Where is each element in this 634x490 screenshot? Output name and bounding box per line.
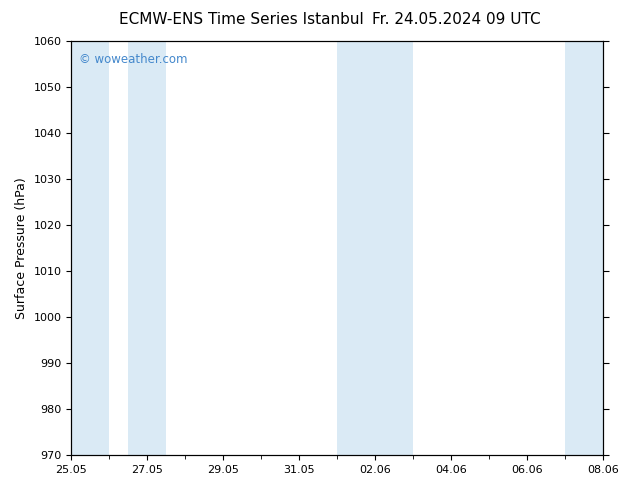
Y-axis label: Surface Pressure (hPa): Surface Pressure (hPa): [15, 177, 28, 319]
Bar: [128, 41, 166, 455]
Text: ECMW-ENS Time Series Istanbul: ECMW-ENS Time Series Istanbul: [119, 12, 363, 27]
Text: Fr. 24.05.2024 09 UTC: Fr. 24.05.2024 09 UTC: [372, 12, 541, 27]
Text: © woweather.com: © woweather.com: [79, 53, 188, 67]
Bar: [337, 41, 413, 455]
Bar: [72, 41, 110, 455]
Bar: [565, 41, 622, 455]
